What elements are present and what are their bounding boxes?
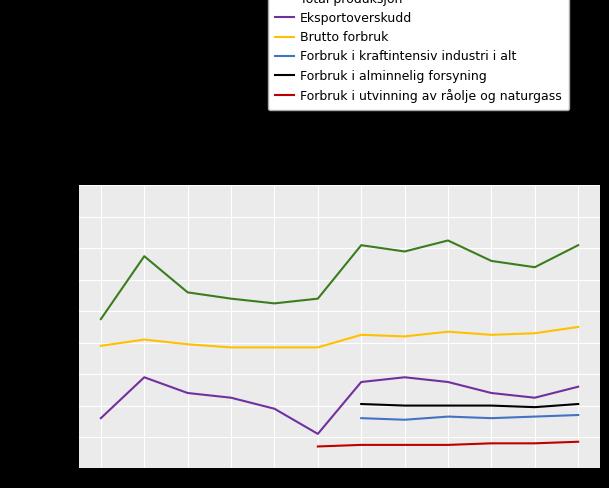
Total produksjon	[97, 316, 105, 322]
Brutto forbruk	[227, 345, 234, 350]
Total produksjon	[227, 296, 234, 302]
Total produksjon	[357, 242, 365, 248]
Eksportoverskudd	[184, 390, 191, 396]
Total produksjon	[401, 248, 408, 254]
Forbruk i kraftintensiv industri i alt	[357, 415, 365, 421]
Eksportoverskudd	[141, 374, 148, 380]
Forbruk i utvinning av råolje og naturgass	[314, 444, 322, 449]
Total produksjon	[574, 242, 582, 248]
Forbruk i utvinning av råolje og naturgass	[401, 442, 408, 448]
Brutto forbruk	[488, 332, 495, 338]
Forbruk i kraftintensiv industri i alt	[445, 414, 452, 420]
Brutto forbruk	[401, 333, 408, 339]
Eksportoverskudd	[271, 406, 278, 412]
Total produksjon	[141, 253, 148, 259]
Brutto forbruk	[184, 341, 191, 347]
Brutto forbruk	[271, 345, 278, 350]
Forbruk i utvinning av råolje og naturgass	[574, 439, 582, 445]
Forbruk i kraftintensiv industri i alt	[574, 412, 582, 418]
Eksportoverskudd	[97, 415, 105, 421]
Brutto forbruk	[141, 337, 148, 343]
Forbruk i kraftintensiv industri i alt	[401, 417, 408, 423]
Brutto forbruk	[531, 330, 538, 336]
Total produksjon	[271, 301, 278, 306]
Forbruk i alminnelig forsyning	[357, 401, 365, 407]
Total produksjon	[445, 238, 452, 244]
Line: Forbruk i kraftintensiv industri i alt: Forbruk i kraftintensiv industri i alt	[361, 415, 578, 420]
Eksportoverskudd	[445, 379, 452, 385]
Eksportoverskudd	[401, 374, 408, 380]
Forbruk i utvinning av råolje og naturgass	[445, 442, 452, 448]
Line: Forbruk i alminnelig forsyning: Forbruk i alminnelig forsyning	[361, 404, 578, 407]
Forbruk i kraftintensiv industri i alt	[488, 415, 495, 421]
Eksportoverskudd	[531, 395, 538, 401]
Eksportoverskudd	[227, 395, 234, 401]
Line: Brutto forbruk: Brutto forbruk	[101, 327, 578, 347]
Line: Total produksjon: Total produksjon	[101, 241, 578, 319]
Eksportoverskudd	[314, 431, 322, 437]
Forbruk i utvinning av råolje og naturgass	[531, 440, 538, 446]
Forbruk i kraftintensiv industri i alt	[531, 414, 538, 420]
Line: Forbruk i utvinning av råolje og naturgass: Forbruk i utvinning av råolje og naturga…	[318, 442, 578, 447]
Line: Eksportoverskudd: Eksportoverskudd	[101, 377, 578, 434]
Total produksjon	[531, 264, 538, 270]
Forbruk i utvinning av råolje og naturgass	[357, 442, 365, 448]
Forbruk i alminnelig forsyning	[488, 403, 495, 408]
Eksportoverskudd	[574, 384, 582, 389]
Brutto forbruk	[314, 345, 322, 350]
Brutto forbruk	[357, 332, 365, 338]
Forbruk i alminnelig forsyning	[445, 403, 452, 408]
Forbruk i alminnelig forsyning	[401, 403, 408, 408]
Forbruk i alminnelig forsyning	[574, 401, 582, 407]
Eksportoverskudd	[357, 379, 365, 385]
Brutto forbruk	[97, 343, 105, 349]
Total produksjon	[314, 296, 322, 302]
Total produksjon	[488, 258, 495, 264]
Forbruk i utvinning av råolje og naturgass	[488, 440, 495, 446]
Forbruk i alminnelig forsyning	[531, 404, 538, 410]
Brutto forbruk	[574, 324, 582, 330]
Brutto forbruk	[445, 329, 452, 335]
Eksportoverskudd	[488, 390, 495, 396]
Legend: Total produksjon, Eksportoverskudd, Brutto forbruk, Forbruk i kraftintensiv indu: Total produksjon, Eksportoverskudd, Brut…	[268, 0, 569, 110]
Total produksjon	[184, 289, 191, 295]
